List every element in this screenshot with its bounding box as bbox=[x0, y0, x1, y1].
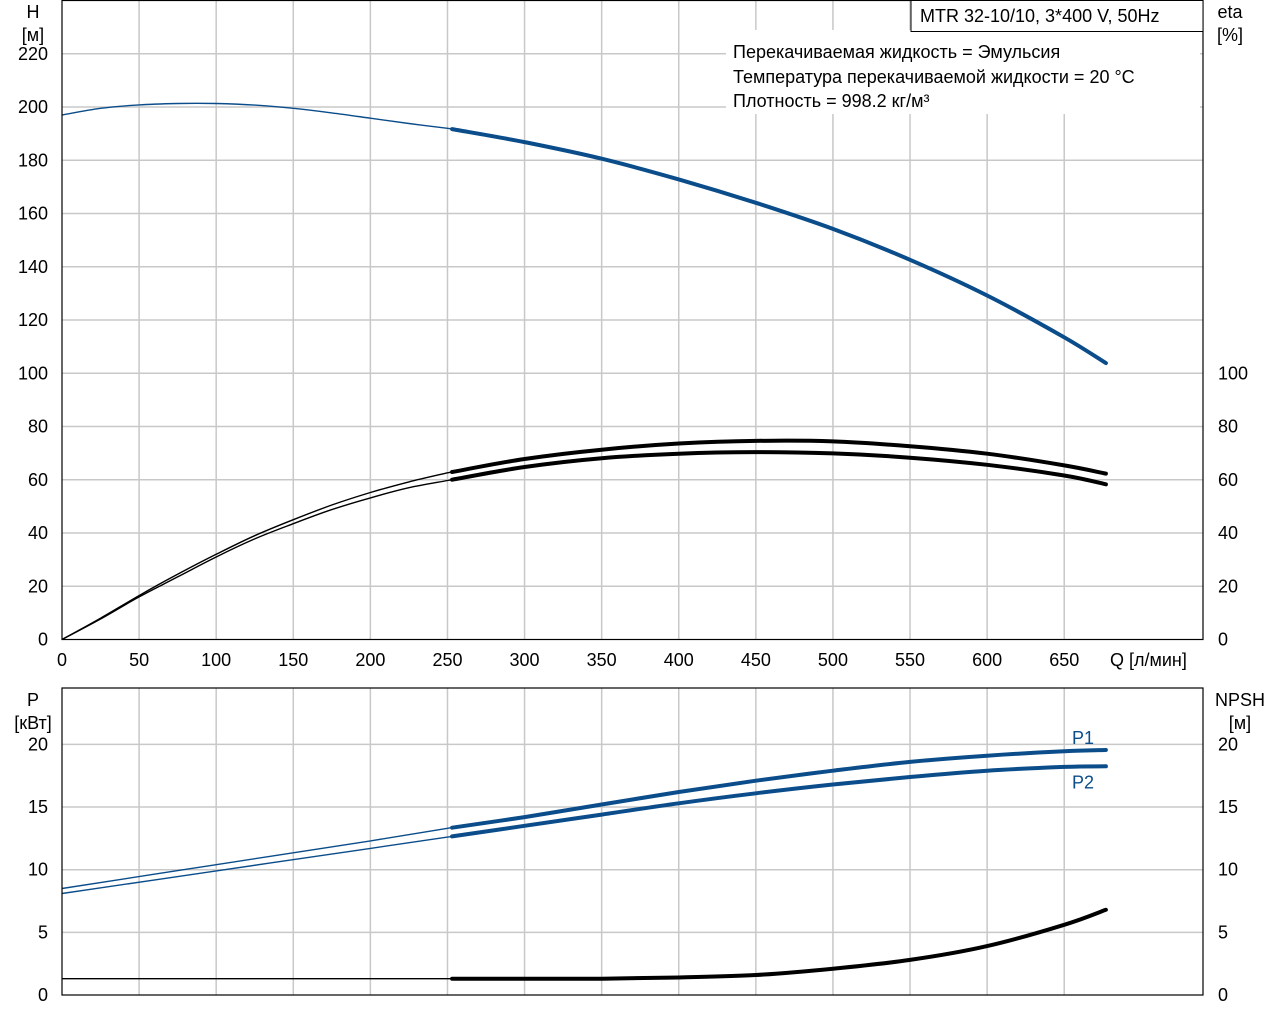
x-tick-label: 300 bbox=[510, 650, 540, 670]
x-tick-label: 500 bbox=[818, 650, 848, 670]
y-tick-label-left: 220 bbox=[18, 44, 48, 64]
y-tick-label-left: 140 bbox=[18, 257, 48, 277]
h-axis-unit: [м] bbox=[22, 25, 44, 45]
series-line-thick bbox=[450, 127, 1108, 366]
x-tick-label: 650 bbox=[1049, 650, 1079, 670]
x-tick-label: 200 bbox=[355, 650, 385, 670]
y-tick-label-left: 60 bbox=[28, 470, 48, 490]
y-tick-label-left: 120 bbox=[18, 310, 48, 330]
y-tick-label-left: 160 bbox=[18, 204, 48, 224]
title-box bbox=[910, 0, 1204, 32]
info-box bbox=[726, 30, 1200, 114]
series-label: P2 bbox=[1072, 772, 1094, 792]
series-line-thin bbox=[61, 826, 456, 890]
y-tick-label-right: 80 bbox=[1218, 417, 1238, 437]
series-line-thick bbox=[450, 450, 1108, 487]
x-tick-label: 350 bbox=[587, 650, 617, 670]
info-line-2: Температура перекачиваемой жидкости = 20… bbox=[733, 67, 1135, 87]
title-box-text: MTR 32-10/10, 3*400 V, 50Hz bbox=[920, 6, 1159, 26]
y-tick-label-right: 15 bbox=[1218, 797, 1238, 817]
y-tick-label-right: 0 bbox=[1218, 630, 1228, 650]
series-line-thick bbox=[450, 907, 1108, 981]
series-line-thick bbox=[450, 748, 1108, 830]
top-plot-frame bbox=[61, 0, 1204, 641]
y-tick-label-left: 0 bbox=[38, 630, 48, 650]
series-line-thick bbox=[450, 764, 1108, 839]
p-axis-name: P bbox=[27, 690, 39, 710]
y-tick-label-left: 40 bbox=[28, 523, 48, 543]
y-tick-label-left: 80 bbox=[28, 417, 48, 437]
x-tick-label: 50 bbox=[129, 650, 149, 670]
q-axis-label: Q [л/мин] bbox=[1110, 650, 1187, 670]
p-axis-unit: [кВт] bbox=[14, 713, 52, 733]
y-tick-label-right: 20 bbox=[1218, 734, 1238, 754]
series-label: P1 bbox=[1072, 728, 1094, 748]
y-tick-label-left: 200 bbox=[18, 97, 48, 117]
y-tick-label-left: 15 bbox=[28, 797, 48, 817]
npsh-axis-unit: [м] bbox=[1229, 713, 1251, 733]
y-tick-label-right: 20 bbox=[1218, 576, 1238, 596]
x-tick-label: 100 bbox=[201, 650, 231, 670]
y-tick-label-left: 20 bbox=[28, 734, 48, 754]
x-tick-label: 400 bbox=[664, 650, 694, 670]
bottom-plot-frame bbox=[61, 687, 1204, 996]
y-tick-label-right: 40 bbox=[1218, 523, 1238, 543]
y-tick-label-right: 10 bbox=[1218, 860, 1238, 880]
info-line-3: Плотность = 998.2 кг/м³ bbox=[733, 91, 929, 111]
y-tick-label-left: 5 bbox=[38, 922, 48, 942]
y-tick-label-right: 5 bbox=[1218, 922, 1228, 942]
y-tick-label-left: 0 bbox=[38, 985, 48, 1005]
x-tick-label: 0 bbox=[57, 650, 67, 670]
series-line-thin bbox=[61, 471, 453, 641]
series-line-thin bbox=[61, 102, 453, 130]
y-tick-label-right: 100 bbox=[1218, 363, 1248, 383]
series-line-thick bbox=[450, 438, 1108, 476]
x-tick-label: 550 bbox=[895, 650, 925, 670]
y-tick-label-right: 0 bbox=[1218, 985, 1228, 1005]
x-tick-label: 450 bbox=[741, 650, 771, 670]
y-tick-label-left: 20 bbox=[28, 576, 48, 596]
x-tick-label: 250 bbox=[432, 650, 462, 670]
x-tick-label: 150 bbox=[278, 650, 308, 670]
y-tick-label-left: 180 bbox=[18, 150, 48, 170]
info-line-1: Перекачиваемая жидкость = Эмульсия bbox=[733, 42, 1060, 62]
y-tick-label-left: 100 bbox=[18, 363, 48, 383]
series-line-thin bbox=[61, 835, 456, 895]
h-axis-name: H bbox=[27, 2, 40, 22]
series-line-thin bbox=[61, 478, 453, 641]
npsh-axis-name: NPSH bbox=[1215, 690, 1265, 710]
y-tick-label-right: 60 bbox=[1218, 470, 1238, 490]
x-tick-label: 600 bbox=[972, 650, 1002, 670]
y-tick-label-left: 10 bbox=[28, 860, 48, 880]
eta-axis-name: eta bbox=[1217, 2, 1243, 22]
eta-axis-unit: [%] bbox=[1217, 25, 1243, 45]
